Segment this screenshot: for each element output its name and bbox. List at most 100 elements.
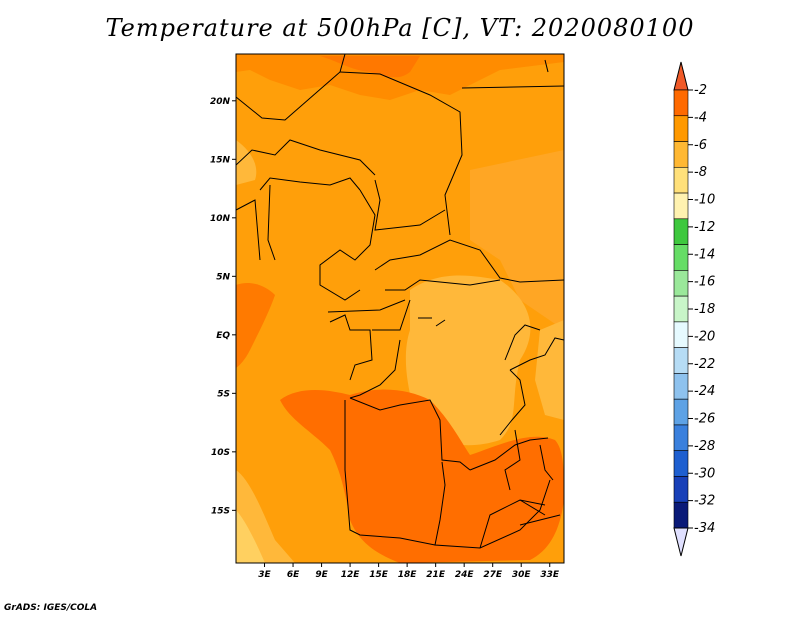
border-17 (434, 461, 551, 549)
lat-tick-label: 15S (211, 506, 230, 516)
lon-tick-label: 6E (287, 570, 300, 580)
lon-tick-label: 21E (426, 570, 446, 580)
colorbar-label: -28 (694, 439, 715, 454)
colorbar-box (673, 141, 689, 168)
field-north-warm (236, 54, 564, 100)
colorbar: -2 -4 -6 -8 -10 -12 -14 -16 -18 -20 -22 -24 -26 -28 -3… (673, 61, 715, 557)
border-6 (236, 199, 261, 261)
longitude-ticks: 3E 6E 9E 12E 15E 18E 21E 24E 27E 30E 33E (258, 563, 560, 580)
colorbar-label: -22 (694, 357, 715, 372)
colorbar-label: -24 (694, 384, 715, 399)
colorbar-box (673, 270, 689, 297)
colorbar-box (673, 321, 689, 348)
border-24 (504, 429, 521, 491)
grads-credit: GrADS: IGES/COLA (4, 603, 98, 613)
lon-tick-label: 9E (315, 570, 328, 580)
colorbar-label: -14 (694, 247, 715, 262)
colorbar-label: -6 (694, 138, 707, 153)
border-15 (349, 339, 401, 399)
field-central-cool (405, 275, 531, 446)
colorbar-box (673, 166, 689, 194)
lon-tick-label: 12E (341, 570, 361, 580)
colorbar-box (673, 192, 689, 220)
lon-tick-label: 18E (398, 570, 418, 580)
colorbar-box (673, 244, 689, 271)
field-south-hot (280, 389, 564, 563)
colorbar-label: -20 (694, 329, 715, 344)
colorbar-box (673, 89, 689, 117)
colorbar-box (673, 424, 689, 452)
border-8 (319, 189, 376, 301)
colorbar-top-triangle (673, 61, 689, 91)
field-east-light (470, 150, 564, 330)
colorbar-box (673, 501, 689, 529)
border-1 (236, 54, 346, 121)
border-16 (349, 397, 471, 471)
lat-tick-label: 5S (217, 389, 230, 399)
border-22 (509, 337, 564, 371)
border-12 (327, 299, 406, 313)
colorbar-box (673, 115, 689, 142)
country-borders (236, 54, 564, 549)
colorbar-label: -18 (694, 302, 715, 317)
map-frame (235, 53, 565, 564)
border-25 (539, 444, 554, 481)
lon-tick-label: 15E (369, 570, 389, 580)
border-3 (461, 85, 564, 89)
colorbar-label: -2 (694, 83, 707, 98)
lat-tick-label: 10N (210, 214, 231, 224)
lon-tick-label: 3E (258, 570, 271, 580)
field-northwest-cool (236, 140, 257, 185)
field-east-cool (535, 320, 564, 420)
latitude-ticks: 20N 15N 10N 5N EQ 5S 10S 15S (210, 97, 236, 516)
border-13 (329, 314, 373, 381)
lake-3 (519, 499, 546, 516)
border-11 (385, 279, 501, 291)
colorbar-box (673, 450, 689, 477)
border-4 (236, 139, 376, 176)
colorbar-label: -10 (694, 193, 715, 208)
temperature-field (236, 54, 564, 563)
border-19 (479, 499, 546, 549)
field-west-hot (236, 283, 275, 368)
border-21 (499, 369, 526, 436)
coast-red-sea (544, 59, 549, 73)
lon-tick-label: 27E (483, 570, 503, 580)
lat-tick-label: 10S (211, 448, 230, 458)
colorbar-box (673, 398, 689, 426)
colorbar-label: -26 (694, 412, 715, 427)
lat-tick-label: 20N (210, 97, 231, 107)
lat-tick-label: 15N (210, 155, 231, 165)
border-5 (259, 177, 361, 191)
lon-tick-label: 33E (540, 570, 560, 580)
colorbar-label: -8 (694, 165, 707, 180)
field-north-hot (320, 56, 420, 78)
colorbar-label: -4 (694, 110, 707, 125)
border-10 (374, 239, 564, 283)
colorbar-label: -12 (694, 220, 715, 235)
lat-tick-label: 5N (216, 272, 230, 282)
colorbar-box (673, 295, 689, 323)
lon-tick-label: 24E (455, 570, 475, 580)
border-18 (344, 400, 436, 546)
border-2 (339, 71, 463, 236)
colorbar-box (673, 476, 689, 503)
lake-1 (435, 319, 446, 327)
field-southwest-cool (236, 470, 295, 563)
colorbar-label: -32 (694, 494, 715, 509)
border-14 (372, 299, 411, 331)
colorbar-bottom-triangle (673, 527, 689, 557)
border-7 (267, 184, 276, 261)
border-20 (469, 437, 549, 471)
colorbar-box (673, 347, 689, 374)
lon-tick-label: 30E (512, 570, 532, 580)
lake-4 (519, 514, 561, 526)
border-23 (504, 324, 541, 361)
colorbar-box (673, 218, 689, 245)
colorbar-label: -30 (694, 466, 715, 481)
colorbar-label: -16 (694, 275, 715, 290)
colorbar-box (673, 373, 689, 400)
map-title: Temperature at 500hPa [C], VT: 202008010… (105, 14, 695, 42)
colorbar-label: -34 (694, 521, 715, 536)
